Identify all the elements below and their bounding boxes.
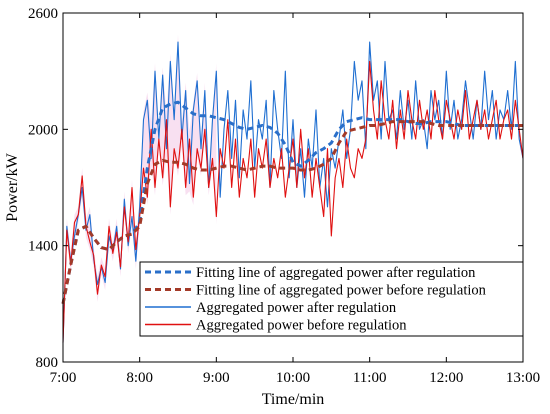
series-line-2 [61, 120, 523, 305]
early-period-band [63, 34, 217, 351]
x-tick-label: 12:00 [429, 370, 463, 386]
x-tick-label: 9:00 [203, 370, 230, 386]
legend: Fitting line of aggregated power after r… [139, 261, 524, 337]
legend-label: Fitting line of aggregated power before … [196, 283, 487, 299]
x-tick-label: 11:00 [353, 370, 387, 386]
y-axis: 800 1400 2000 2600 [28, 6, 523, 371]
x-tick-label: 13:00 [506, 370, 540, 386]
y-tick-label: 2000 [28, 122, 58, 138]
legend-box [139, 261, 524, 337]
y-tick-label: 800 [36, 355, 59, 371]
series-layer [61, 41, 524, 343]
x-axis-title: Time/min [262, 391, 325, 408]
y-axis-title: Power/kW [4, 152, 21, 221]
x-tick-label: 10:00 [276, 370, 310, 386]
y-tick-label: 2600 [28, 6, 58, 22]
early-period-band-area [63, 34, 217, 351]
series-line-3 [62, 41, 524, 343]
series-line-4 [62, 60, 524, 343]
y-tick-label: 1400 [28, 239, 58, 255]
x-axis: 7:00 8:00 9:00 10:00 11:00 12:00 13:00 [50, 13, 540, 386]
legend-label: Aggregated power before regulation [196, 318, 407, 334]
legend-label: Aggregated power after regulation [196, 300, 397, 316]
legend-label: Fitting line of aggregated power after r… [196, 265, 476, 281]
x-tick-label: 7:00 [50, 370, 77, 386]
x-tick-label: 8:00 [126, 370, 153, 386]
